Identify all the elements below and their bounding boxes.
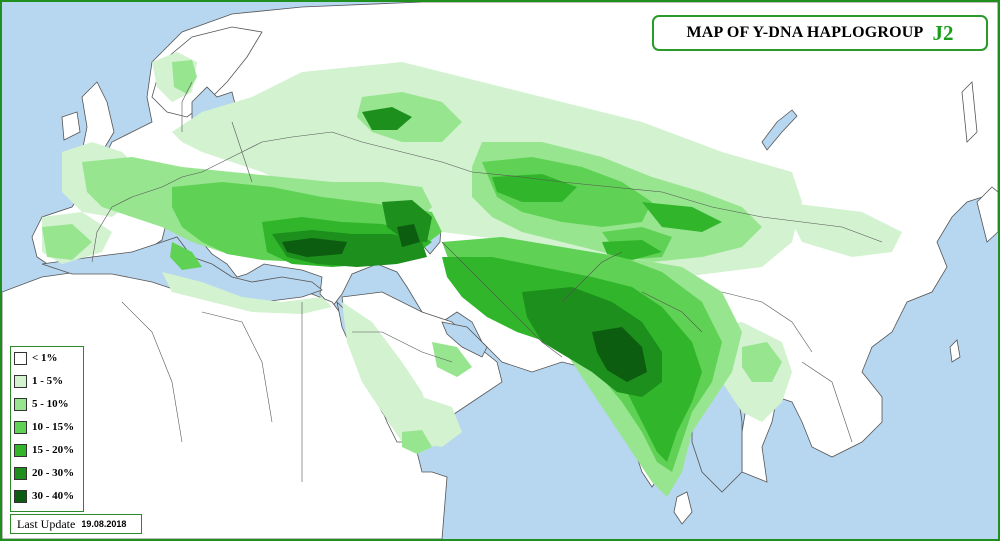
sakhalin-land — [961, 81, 978, 143]
legend-label: 30 - 40% — [32, 490, 75, 502]
legend-item: 1 - 5% — [14, 373, 63, 389]
map-title: MAP OF Y-DNA HAPLOGROUP — [686, 24, 924, 41]
legend-label: 5 - 10% — [32, 398, 69, 410]
legend-swatch — [14, 374, 27, 388]
frequency-zones — [42, 52, 902, 497]
legend-label: < 1% — [32, 352, 58, 364]
zone-30-40 — [282, 224, 647, 382]
legend-label: 20 - 30% — [32, 467, 75, 479]
taiwan-land — [949, 339, 961, 363]
legend-label: 15 - 20% — [32, 444, 75, 456]
legend-item: 20 - 30% — [14, 465, 74, 481]
great-britain-land — [81, 81, 115, 153]
map-title-box: MAP OF Y-DNA HAPLOGROUP J2 — [652, 15, 988, 51]
legend-label: 10 - 15% — [32, 421, 75, 433]
legend-item: < 1% — [14, 350, 58, 366]
country-borders — [91, 81, 883, 482]
japan-land — [976, 186, 998, 243]
last-update-date: 19.08.2018 — [81, 519, 127, 529]
legend-item: 15 - 20% — [14, 442, 74, 458]
legend-label: 1 - 5% — [32, 375, 64, 387]
persian-gulf — [441, 321, 488, 358]
legend-swatch — [14, 351, 27, 365]
legend: < 1% 1 - 5% 5 - 10% 10 - 15% 15 - 20% 20… — [10, 346, 84, 512]
last-update-label: Last Update — [17, 516, 76, 531]
legend-swatch — [14, 420, 27, 434]
legend-swatch — [14, 397, 27, 411]
lake-baikal — [761, 109, 798, 151]
legend-item: 30 - 40% — [14, 488, 74, 504]
legend-swatch — [14, 466, 27, 480]
legend-item: 5 - 10% — [14, 396, 69, 412]
haplogroup-code: J2 — [932, 20, 954, 45]
ireland-land — [61, 111, 81, 141]
legend-swatch — [14, 443, 27, 457]
sri-lanka-land — [673, 491, 693, 525]
legend-swatch — [14, 489, 27, 503]
last-update-box: Last Update 19.08.2018 — [10, 514, 142, 534]
legend-item: 10 - 15% — [14, 419, 74, 435]
